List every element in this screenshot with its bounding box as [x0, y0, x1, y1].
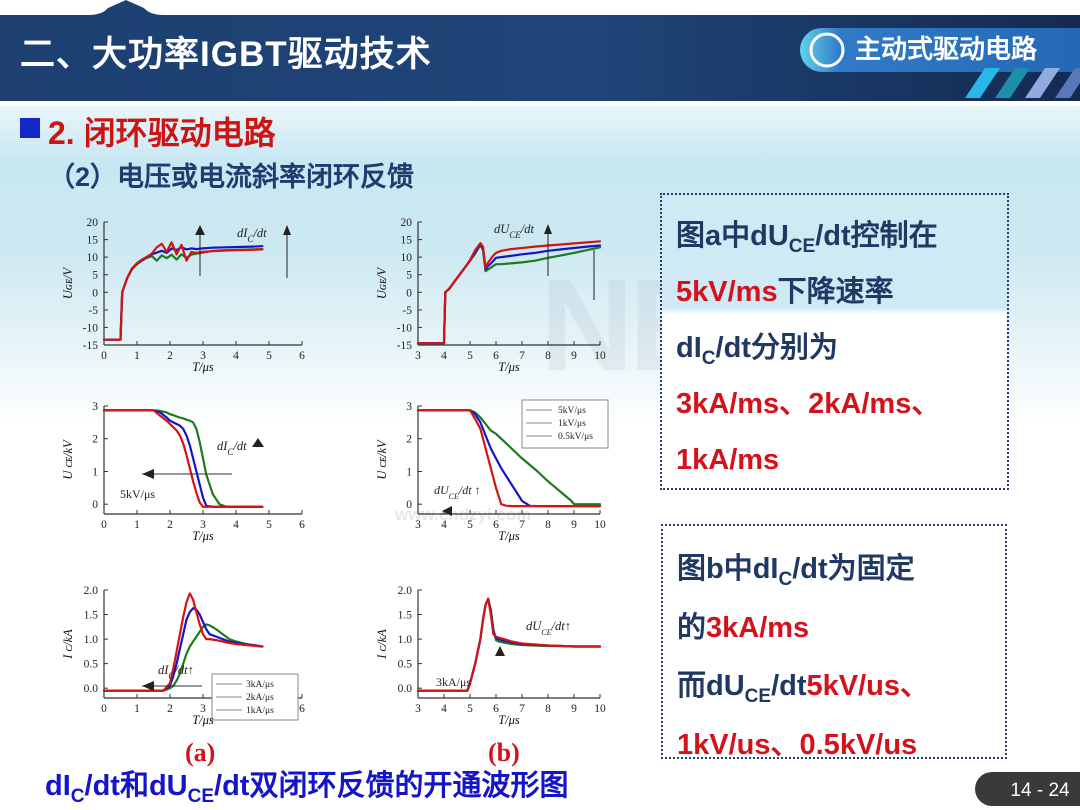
svg-text:-10: -10 — [83, 322, 99, 334]
svg-text:-15: -15 — [397, 340, 413, 352]
svg-text:Uɢᴇ/V: Uɢᴇ/V — [375, 267, 389, 300]
svg-text:0.0: 0.0 — [84, 683, 99, 695]
svg-text:0: 0 — [101, 519, 107, 531]
svg-text:dIC/dt: dIC/dt — [217, 439, 247, 457]
svg-text:-10: -10 — [397, 322, 413, 334]
svg-text:1.0: 1.0 — [84, 634, 99, 646]
svg-text:4: 4 — [233, 350, 239, 362]
svg-text:T/μs: T/μs — [498, 529, 520, 543]
svg-text:14 - 24: 14 - 24 — [1010, 780, 1070, 801]
svg-text:7: 7 — [519, 350, 525, 362]
svg-text:1kA/μs: 1kA/μs — [246, 706, 274, 716]
svg-text:1kV/μs: 1kV/μs — [558, 419, 586, 429]
svg-text:5kV/μs: 5kV/μs — [558, 406, 586, 416]
svg-text:10: 10 — [594, 350, 606, 362]
svg-text:5: 5 — [266, 350, 272, 362]
svg-text:0: 0 — [406, 287, 412, 299]
svg-text:2: 2 — [167, 519, 173, 531]
svg-text:0.5: 0.5 — [84, 659, 99, 671]
svg-text:dUCE/dt↑: dUCE/dt↑ — [526, 619, 571, 637]
svg-text:I ᴄ/kA: I ᴄ/kA — [375, 629, 389, 660]
svg-text:dUCE/dt: dUCE/dt — [494, 222, 535, 240]
svg-text:2: 2 — [167, 703, 173, 715]
svg-text:dIC/dt↑: dIC/dt↑ — [158, 663, 194, 681]
svg-text:0: 0 — [92, 499, 98, 511]
svg-text:T/μs: T/μs — [192, 529, 214, 543]
svg-text:3: 3 — [415, 703, 421, 715]
svg-text:T/μs: T/μs — [498, 360, 520, 374]
svg-text:0: 0 — [406, 499, 412, 511]
svg-text:0.5kV/μs: 0.5kV/μs — [558, 432, 593, 442]
svg-text:1: 1 — [406, 467, 412, 479]
svg-text:2.0: 2.0 — [398, 585, 413, 597]
svg-text:9: 9 — [571, 703, 577, 715]
svg-text:6: 6 — [299, 519, 305, 531]
svg-text:4: 4 — [441, 703, 447, 715]
svg-text:1: 1 — [92, 467, 98, 479]
svg-text:3kA/μs: 3kA/μs — [246, 680, 274, 690]
svg-text:3kA/μs: 3kA/μs — [436, 675, 471, 689]
svg-text:20: 20 — [401, 217, 413, 229]
svg-text:5: 5 — [467, 519, 473, 531]
svg-text:4: 4 — [233, 519, 239, 531]
svg-text:6: 6 — [299, 350, 305, 362]
svg-text:5kV/μs: 5kV/μs — [120, 487, 155, 501]
svg-text:7: 7 — [519, 519, 525, 531]
svg-text:8: 8 — [545, 519, 551, 531]
svg-text:0: 0 — [101, 703, 107, 715]
svg-text:10: 10 — [87, 252, 99, 264]
svg-text:2: 2 — [406, 434, 412, 446]
svg-text:5: 5 — [406, 270, 412, 282]
svg-text:10: 10 — [401, 252, 413, 264]
svg-text:7: 7 — [519, 703, 525, 715]
svg-text:2: 2 — [92, 434, 98, 446]
svg-text:1: 1 — [134, 703, 140, 715]
svg-text:1.5: 1.5 — [84, 610, 99, 622]
svg-text:0: 0 — [92, 287, 98, 299]
svg-text:-5: -5 — [88, 305, 98, 317]
svg-text:1.0: 1.0 — [398, 634, 413, 646]
svg-text:-15: -15 — [83, 340, 99, 352]
svg-text:1: 1 — [134, 519, 140, 531]
svg-text:6: 6 — [299, 703, 305, 715]
svg-text:0: 0 — [101, 350, 107, 362]
svg-text:5: 5 — [467, 350, 473, 362]
svg-text:4: 4 — [441, 350, 447, 362]
svg-text:T/μs: T/μs — [498, 713, 520, 727]
svg-text:I ᴄ/kA: I ᴄ/kA — [61, 629, 75, 660]
svg-text:T/μs: T/μs — [192, 713, 214, 727]
svg-text:8: 8 — [545, 703, 551, 715]
svg-text:1: 1 — [134, 350, 140, 362]
svg-text:U ᴄᴇ/kV: U ᴄᴇ/kV — [375, 439, 389, 480]
svg-text:1.5: 1.5 — [398, 610, 413, 622]
svg-text:5: 5 — [266, 519, 272, 531]
svg-text:Uɢᴇ/V: Uɢᴇ/V — [61, 267, 75, 300]
svg-text:5: 5 — [92, 270, 98, 282]
svg-text:15: 15 — [87, 235, 99, 247]
svg-text:5: 5 — [467, 703, 473, 715]
svg-text:9: 9 — [571, 350, 577, 362]
svg-text:T/μs: T/μs — [192, 360, 214, 374]
svg-text:3: 3 — [92, 401, 98, 413]
svg-text:10: 10 — [594, 703, 606, 715]
svg-text:8: 8 — [545, 350, 551, 362]
svg-text:0.0: 0.0 — [398, 683, 413, 695]
svg-text:9: 9 — [571, 519, 577, 531]
svg-text:10: 10 — [594, 519, 606, 531]
svg-text:3: 3 — [415, 519, 421, 531]
svg-text:dIC/dt: dIC/dt — [237, 226, 267, 244]
svg-text:20: 20 — [87, 217, 99, 229]
svg-text:4: 4 — [441, 519, 447, 531]
svg-text:dUCE/dt ↑: dUCE/dt ↑ — [434, 483, 481, 501]
svg-text:2kA/μs: 2kA/μs — [246, 693, 274, 703]
svg-text:U ᴄᴇ/kV: U ᴄᴇ/kV — [61, 439, 75, 480]
svg-text:2: 2 — [167, 350, 173, 362]
svg-text:3: 3 — [415, 350, 421, 362]
svg-text:2.0: 2.0 — [84, 585, 99, 597]
svg-text:3: 3 — [406, 401, 412, 413]
svg-text:-5: -5 — [402, 305, 412, 317]
svg-text:15: 15 — [401, 235, 413, 247]
svg-text:0.5: 0.5 — [398, 659, 413, 671]
